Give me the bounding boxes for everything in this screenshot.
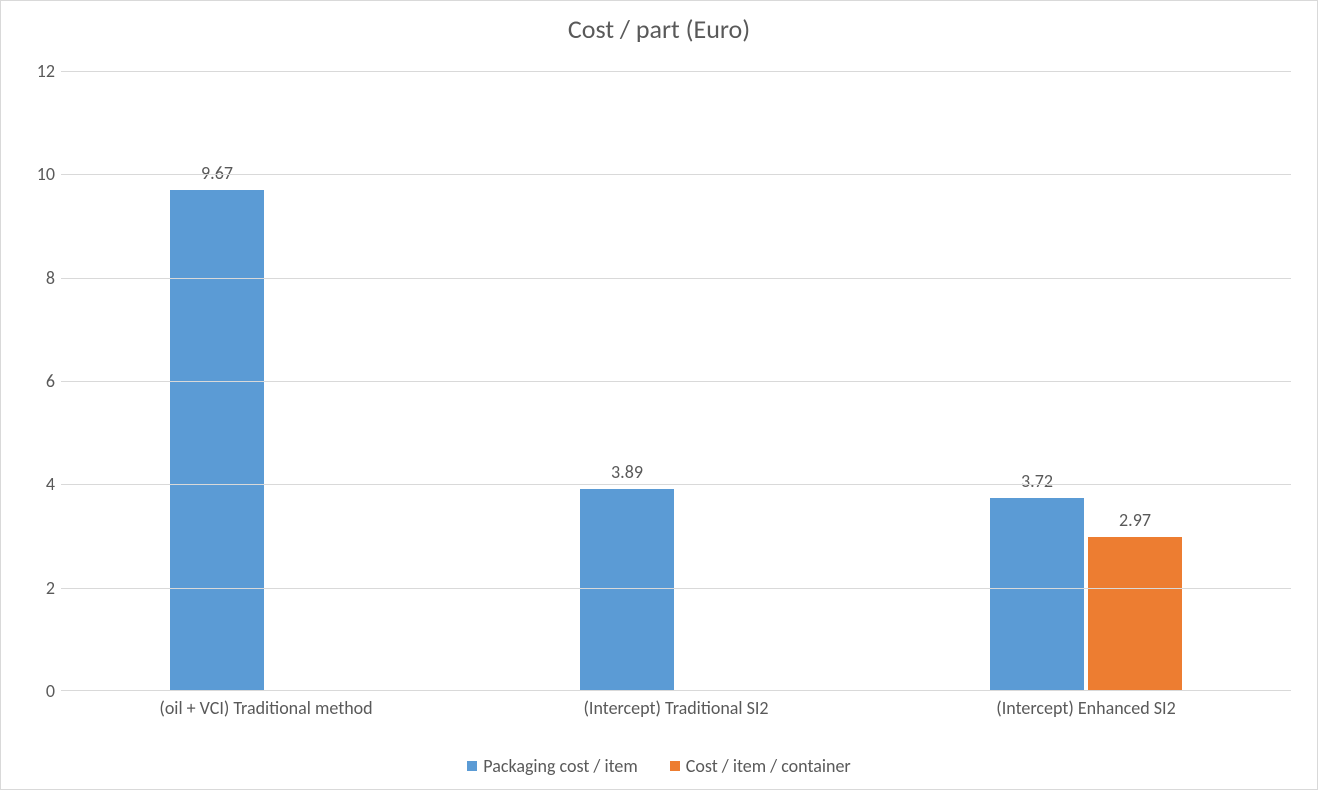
y-tick-label: 0 (21, 680, 55, 702)
data-label: 2.97 (1119, 509, 1151, 531)
plot-area: 9.673.893.722.97 (61, 71, 1291, 691)
bar (1088, 537, 1182, 690)
legend-label: Cost / item / container (686, 755, 851, 777)
legend-item: Packaging cost / item (467, 755, 637, 777)
y-tick-label: 2 (21, 577, 55, 599)
legend-swatch (670, 761, 680, 771)
y-tick-label: 12 (21, 60, 55, 82)
gridline (61, 484, 1291, 485)
y-tick-label: 4 (21, 473, 55, 495)
x-category-label: (Intercept) Traditional SI2 (583, 697, 768, 719)
bar (170, 190, 264, 690)
legend-swatch (467, 761, 477, 771)
bar (580, 489, 674, 690)
y-tick-label: 10 (21, 163, 55, 185)
y-tick-label: 8 (21, 267, 55, 289)
gridline (61, 381, 1291, 382)
bar (990, 498, 1084, 690)
chart-container: Cost / part (Euro) 9.673.893.722.97 (oil… (0, 0, 1318, 790)
data-label: 3.72 (1021, 470, 1053, 492)
gridline (61, 71, 1291, 72)
chart-legend: Packaging cost / item Cost / item / conta… (1, 755, 1317, 777)
legend-item: Cost / item / container (670, 755, 851, 777)
gridline (61, 278, 1291, 279)
chart-title: Cost / part (Euro) (1, 13, 1317, 45)
x-category-label: (oil + VCI) Traditional method (159, 697, 372, 719)
legend-label: Packaging cost / item (483, 755, 637, 777)
gridline (61, 174, 1291, 175)
data-label: 3.89 (611, 461, 643, 483)
gridline (61, 588, 1291, 589)
x-category-label: (Intercept) Enhanced SI2 (996, 697, 1175, 719)
y-tick-label: 6 (21, 370, 55, 392)
